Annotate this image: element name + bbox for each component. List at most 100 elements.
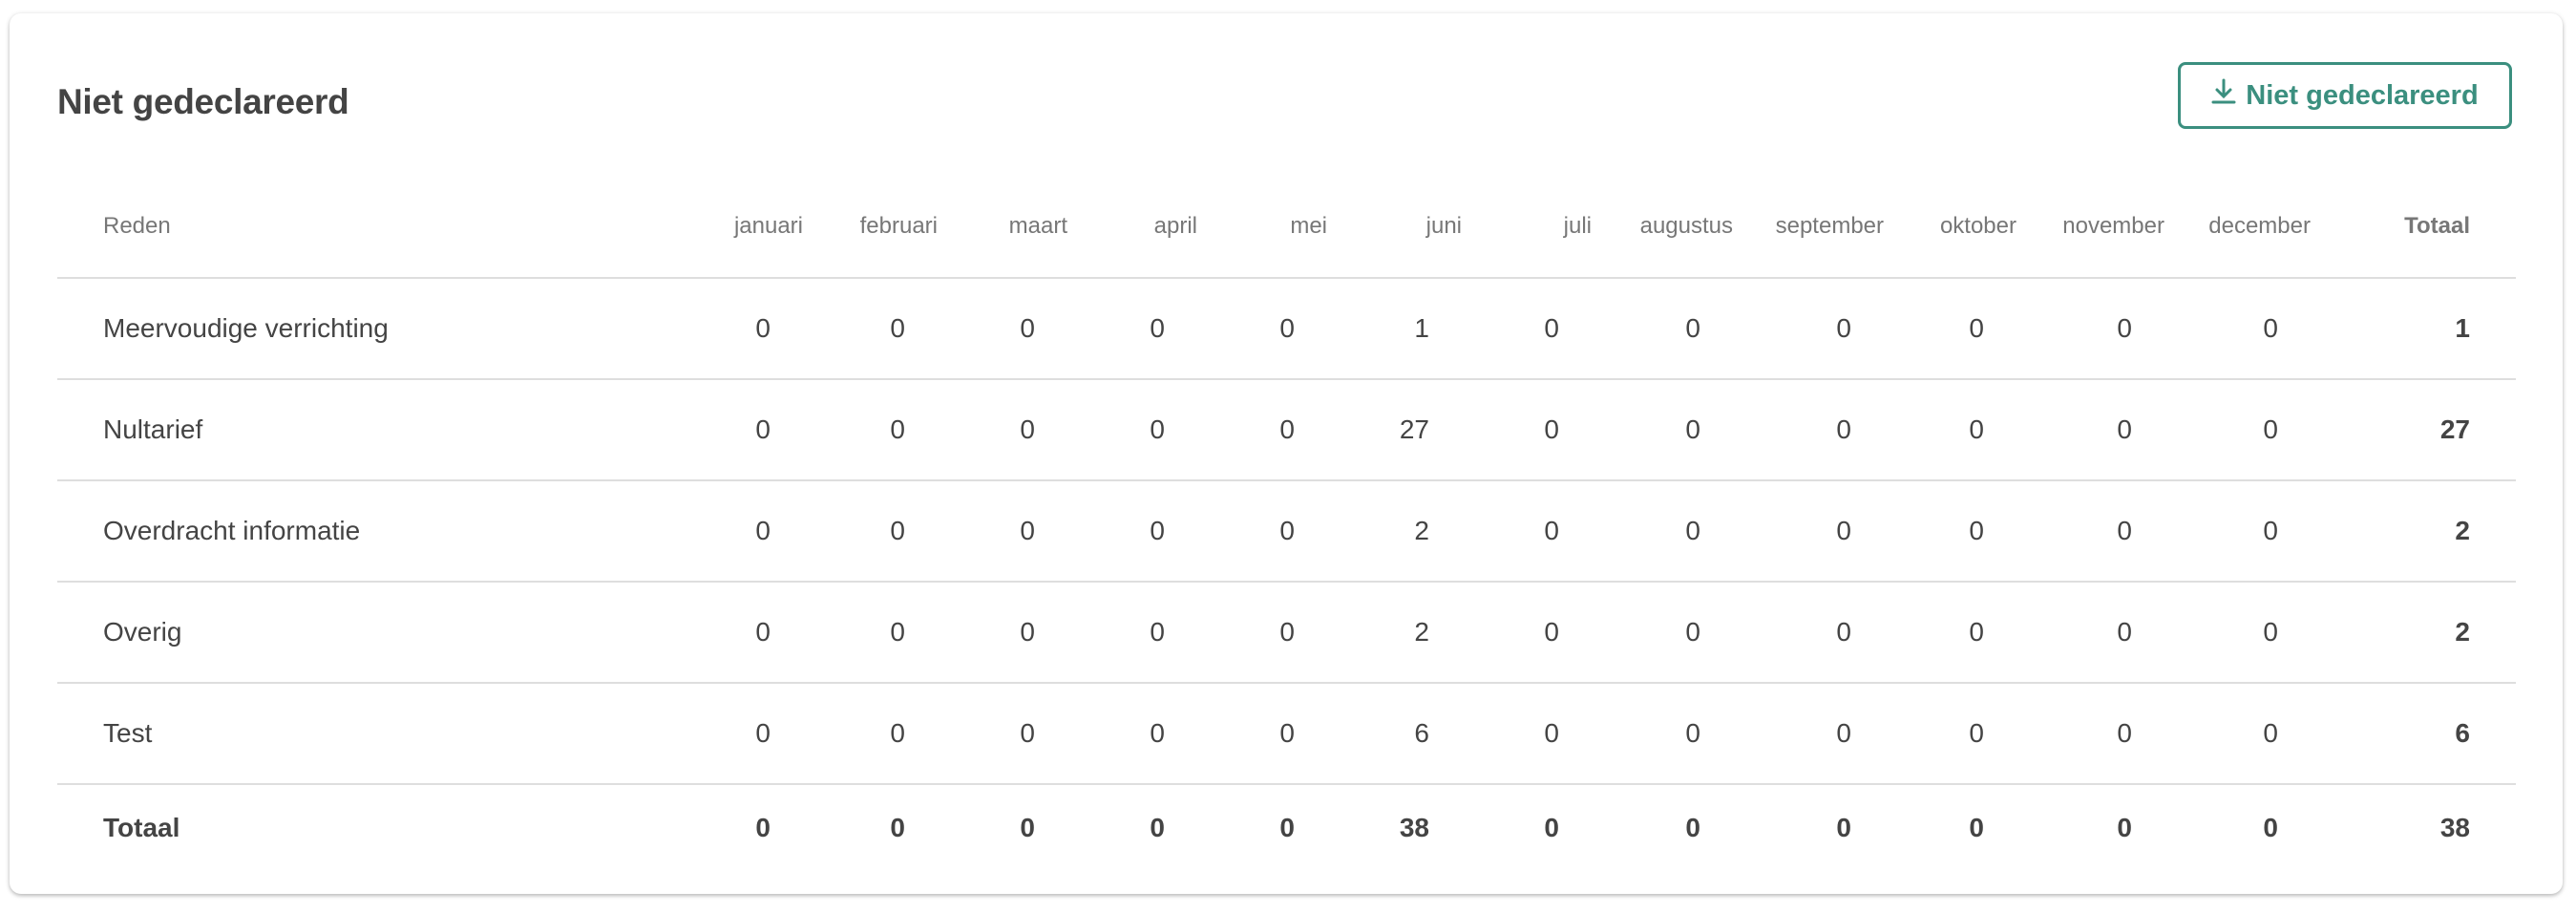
reason-cell: Nultarief (103, 414, 203, 444)
month-total-cell: 0 (890, 813, 905, 842)
month-value-cell: 0 (1544, 516, 1559, 545)
month-value-cell: 0 (1020, 617, 1035, 647)
month-value-cell: 0 (1150, 718, 1165, 748)
month-value-cell: 27 (1399, 414, 1429, 444)
month-value-cell: 0 (1279, 617, 1295, 647)
column-header-juni: juni (1425, 213, 1462, 239)
card-title: Niet gedeclareerd (57, 82, 349, 121)
month-value-cell: 0 (1279, 313, 1295, 343)
month-value-cell: 0 (2117, 516, 2132, 545)
month-total-cell: 0 (1685, 813, 1700, 842)
month-total-cell: 0 (1544, 813, 1559, 842)
month-value-cell: 0 (2117, 313, 2132, 343)
month-total-cell: 0 (1836, 813, 1851, 842)
reason-cell: Overig (103, 617, 182, 647)
column-header-november: november (2062, 213, 2164, 239)
month-value-cell: 0 (1836, 718, 1851, 748)
month-value-cell: 0 (755, 313, 771, 343)
month-value-cell: 0 (1544, 617, 1559, 647)
column-header-oktober: oktober (1939, 213, 2016, 239)
month-value-cell: 0 (1836, 617, 1851, 647)
month-value-cell: 0 (890, 313, 905, 343)
month-value-cell: 0 (755, 617, 771, 647)
column-header-mei: mei (1290, 213, 1327, 239)
row-total-cell: 2 (2455, 516, 2470, 545)
month-value-cell: 1 (1414, 313, 1429, 343)
month-value-cell: 0 (1685, 516, 1700, 545)
month-value-cell: 0 (1685, 617, 1700, 647)
month-value-cell: 0 (2263, 617, 2278, 647)
month-value-cell: 0 (2263, 414, 2278, 444)
column-header-reden: Reden (103, 213, 171, 239)
table-row: Overdracht informatie 0 0 0 0 0 2 0 0 0 0 0 0 2 (57, 481, 2516, 583)
month-value-cell: 0 (1685, 313, 1700, 343)
month-value-cell: 0 (1020, 313, 1035, 343)
month-value-cell: 0 (1020, 718, 1035, 748)
column-header-september: september (1775, 213, 1884, 239)
table-header-row: Reden januari februari maart april mei juni jul… (57, 176, 2516, 279)
reason-cell: Meervoudige verrichting (103, 313, 389, 343)
month-total-cell: 0 (2117, 813, 2132, 842)
month-total-cell: 0 (1969, 813, 1984, 842)
table-row: Overig 0 0 0 0 0 2 0 0 0 0 0 0 2 (57, 583, 2516, 684)
month-total-cell: 0 (755, 813, 771, 842)
month-value-cell: 0 (1150, 313, 1165, 343)
reason-cell: Overdracht informatie (103, 516, 361, 545)
month-value-cell: 0 (1020, 414, 1035, 444)
month-total-cell: 0 (1150, 813, 1165, 842)
month-total-cell: 0 (1020, 813, 1035, 842)
month-value-cell: 0 (890, 718, 905, 748)
month-value-cell: 0 (1836, 516, 1851, 545)
month-value-cell: 0 (755, 718, 771, 748)
not-declared-card: Niet gedeclareerd Niet gedeclareerd Rede… (10, 13, 2563, 894)
table-row: Nultarief 0 0 0 0 0 27 0 0 0 0 0 0 27 (57, 380, 2516, 481)
month-value-cell: 0 (1969, 718, 1984, 748)
month-value-cell: 0 (1969, 414, 1984, 444)
month-value-cell: 0 (755, 516, 771, 545)
month-value-cell: 0 (1020, 516, 1035, 545)
month-value-cell: 0 (1279, 414, 1295, 444)
month-value-cell: 0 (2263, 516, 2278, 545)
month-value-cell: 0 (1685, 718, 1700, 748)
row-total-cell: 2 (2455, 617, 2470, 647)
column-header-april: april (1153, 213, 1197, 239)
month-value-cell: 0 (1150, 516, 1165, 545)
column-header-totaal: Totaal (2404, 213, 2470, 239)
column-header-december: december (2208, 213, 2311, 239)
month-value-cell: 0 (890, 617, 905, 647)
month-value-cell: 2 (1414, 617, 1429, 647)
download-button-label: Niet gedeclareerd (2246, 79, 2479, 111)
month-value-cell: 0 (1836, 414, 1851, 444)
month-value-cell: 0 (1279, 516, 1295, 545)
month-value-cell: 0 (1150, 617, 1165, 647)
month-value-cell: 2 (1414, 516, 1429, 545)
not-declared-table: Reden januari februari maart april mei juni jul… (57, 176, 2516, 871)
row-total-cell: 1 (2455, 313, 2470, 343)
month-value-cell: 0 (1150, 414, 1165, 444)
month-value-cell: 0 (2117, 617, 2132, 647)
month-value-cell: 0 (1544, 313, 1559, 343)
table-footer-total-row: Totaal 0 0 0 0 0 38 0 0 0 0 0 0 38 (57, 785, 2516, 871)
reason-cell: Test (103, 718, 153, 748)
month-total-cell: 0 (2263, 813, 2278, 842)
row-total-cell: 6 (2455, 718, 2470, 748)
month-value-cell: 0 (1969, 516, 1984, 545)
row-total-cell: 27 (2439, 414, 2470, 444)
column-header-augustus: augustus (1639, 213, 1733, 239)
month-value-cell: 0 (1279, 718, 1295, 748)
month-value-cell: 0 (1969, 313, 1984, 343)
month-value-cell: 0 (1544, 718, 1559, 748)
column-header-februari: februari (859, 213, 938, 239)
column-header-juli: juli (1563, 213, 1592, 239)
month-value-cell: 0 (1544, 414, 1559, 444)
table-row: Test 0 0 0 0 0 6 0 0 0 0 0 0 6 (57, 684, 2516, 785)
month-value-cell: 0 (1836, 313, 1851, 343)
month-value-cell: 0 (2263, 313, 2278, 343)
table-row: Meervoudige verrichting 0 0 0 0 0 1 0 0 0 0 0 0 1 (57, 279, 2516, 380)
month-value-cell: 0 (890, 414, 905, 444)
month-total-cell: 0 (1279, 813, 1295, 842)
download-not-declared-button[interactable]: Niet gedeclareerd (2178, 62, 2512, 129)
month-value-cell: 0 (2263, 718, 2278, 748)
month-value-cell: 0 (1685, 414, 1700, 444)
column-header-januari: januari (733, 213, 803, 239)
